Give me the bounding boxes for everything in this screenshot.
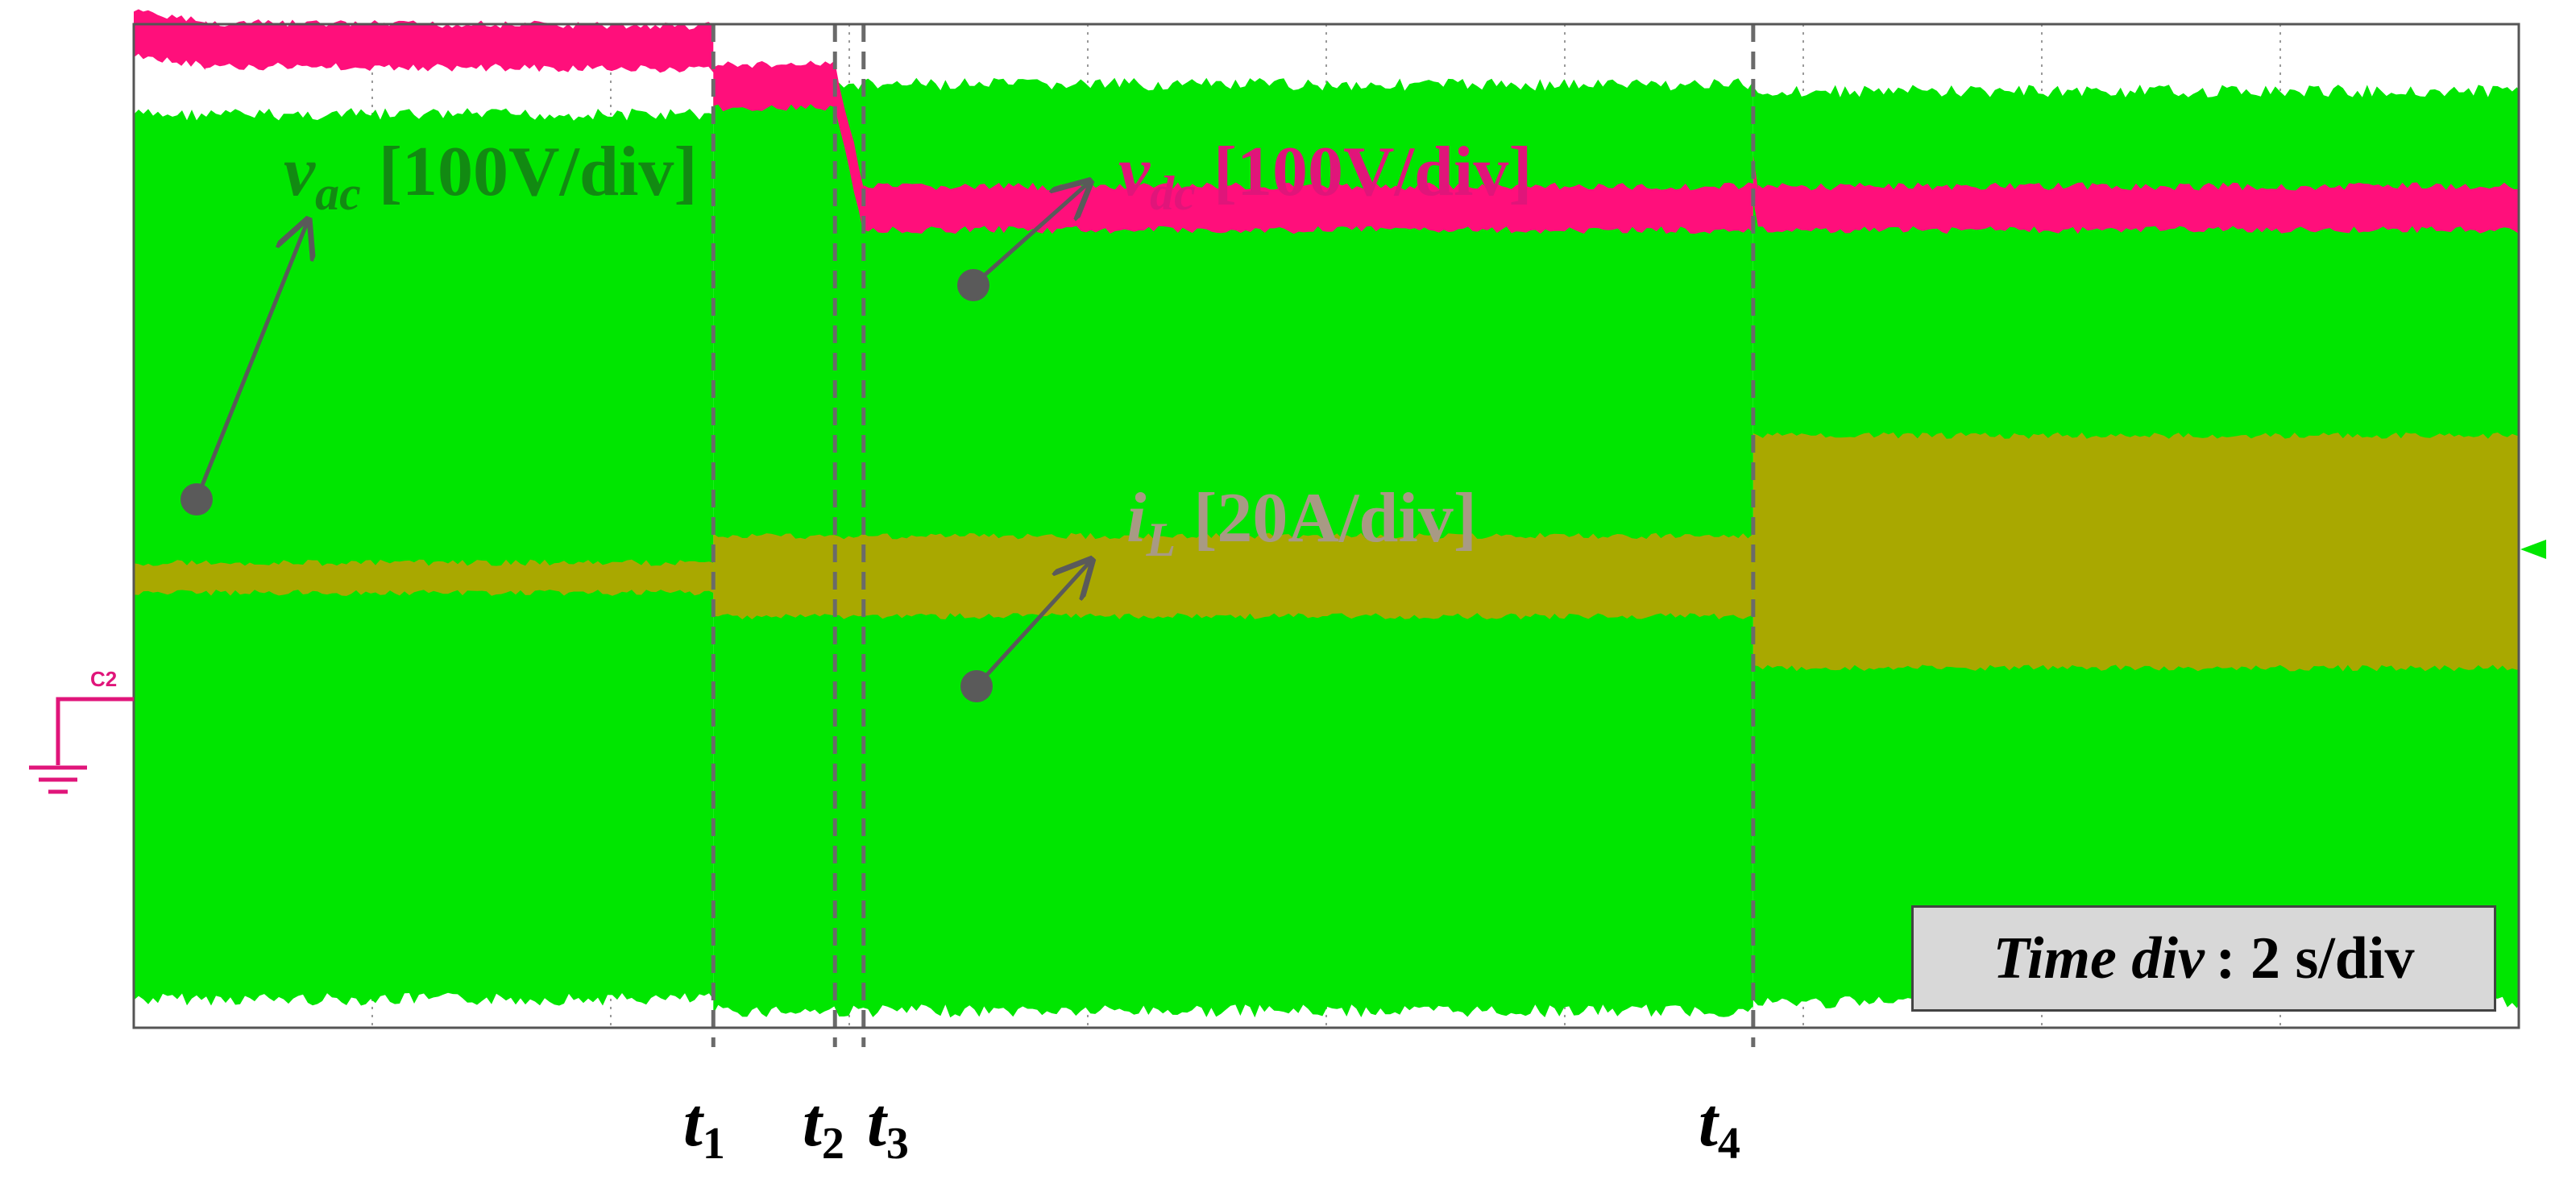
marker-label-t2: t2 <box>803 1087 844 1166</box>
vdc-label: vdc [100V/div] <box>1118 137 1533 220</box>
il-annotation-dot <box>960 670 993 702</box>
marker-label-t4: t4 <box>1699 1087 1740 1166</box>
marker-t1-sub: 1 <box>702 1119 725 1169</box>
vdc-label-base: v <box>1118 133 1151 211</box>
il-label-sub: L <box>1146 513 1176 566</box>
vac-label: vac [100V/div] <box>284 137 698 220</box>
vac-label-scale: [100V/div] <box>378 133 698 211</box>
traces <box>134 9 2519 1018</box>
il-annotation-arrow <box>975 561 1091 688</box>
annotations <box>180 182 1091 702</box>
marker-t2-sub: 2 <box>821 1119 844 1169</box>
il-trace-segment <box>134 559 714 596</box>
time-scale-value: : 2 s/div <box>2215 925 2415 991</box>
il-label: iL [20A/div] <box>1126 483 1477 566</box>
vdc-annotation-dot <box>957 269 989 301</box>
time-scale-box: Time div : 2 s/div <box>1911 905 2496 1012</box>
vac-label-base: v <box>284 133 316 211</box>
vac-trace-segment <box>134 108 714 1006</box>
marker-label-t3: t3 <box>867 1087 909 1166</box>
plot-frame <box>132 23 2520 1029</box>
marker-t3-base: t <box>867 1083 886 1161</box>
vdc-label-scale: [100V/div] <box>1213 133 1533 211</box>
marker-t4-base: t <box>1699 1083 1718 1161</box>
il-trace-segment <box>713 532 1753 620</box>
vac-annotation-arrow <box>194 221 308 500</box>
marker-t4-sub: 4 <box>1717 1119 1740 1169</box>
vdc-annotation-arrow <box>972 182 1089 287</box>
time-scale-label: Time div <box>1993 925 2205 991</box>
marker-label-t1: t1 <box>683 1087 725 1166</box>
marker-t2-base: t <box>803 1083 822 1161</box>
marker-t1-base: t <box>683 1083 703 1161</box>
vdc-label-sub: dc <box>1150 167 1196 220</box>
trigger-level-icon <box>2520 540 2546 559</box>
il-trace-segment <box>1753 432 2519 672</box>
event-markers <box>711 24 1756 1047</box>
vac-annotation-dot <box>180 483 213 515</box>
vac-label-sub: ac <box>315 167 361 220</box>
channel-marker: C2 <box>90 667 118 691</box>
vdc-trace <box>134 9 2519 234</box>
ground-icon <box>29 697 134 794</box>
marker-t3-sub: 3 <box>886 1119 909 1169</box>
il-label-scale: [20A/div] <box>1193 479 1478 557</box>
il-label-base: i <box>1126 479 1147 557</box>
